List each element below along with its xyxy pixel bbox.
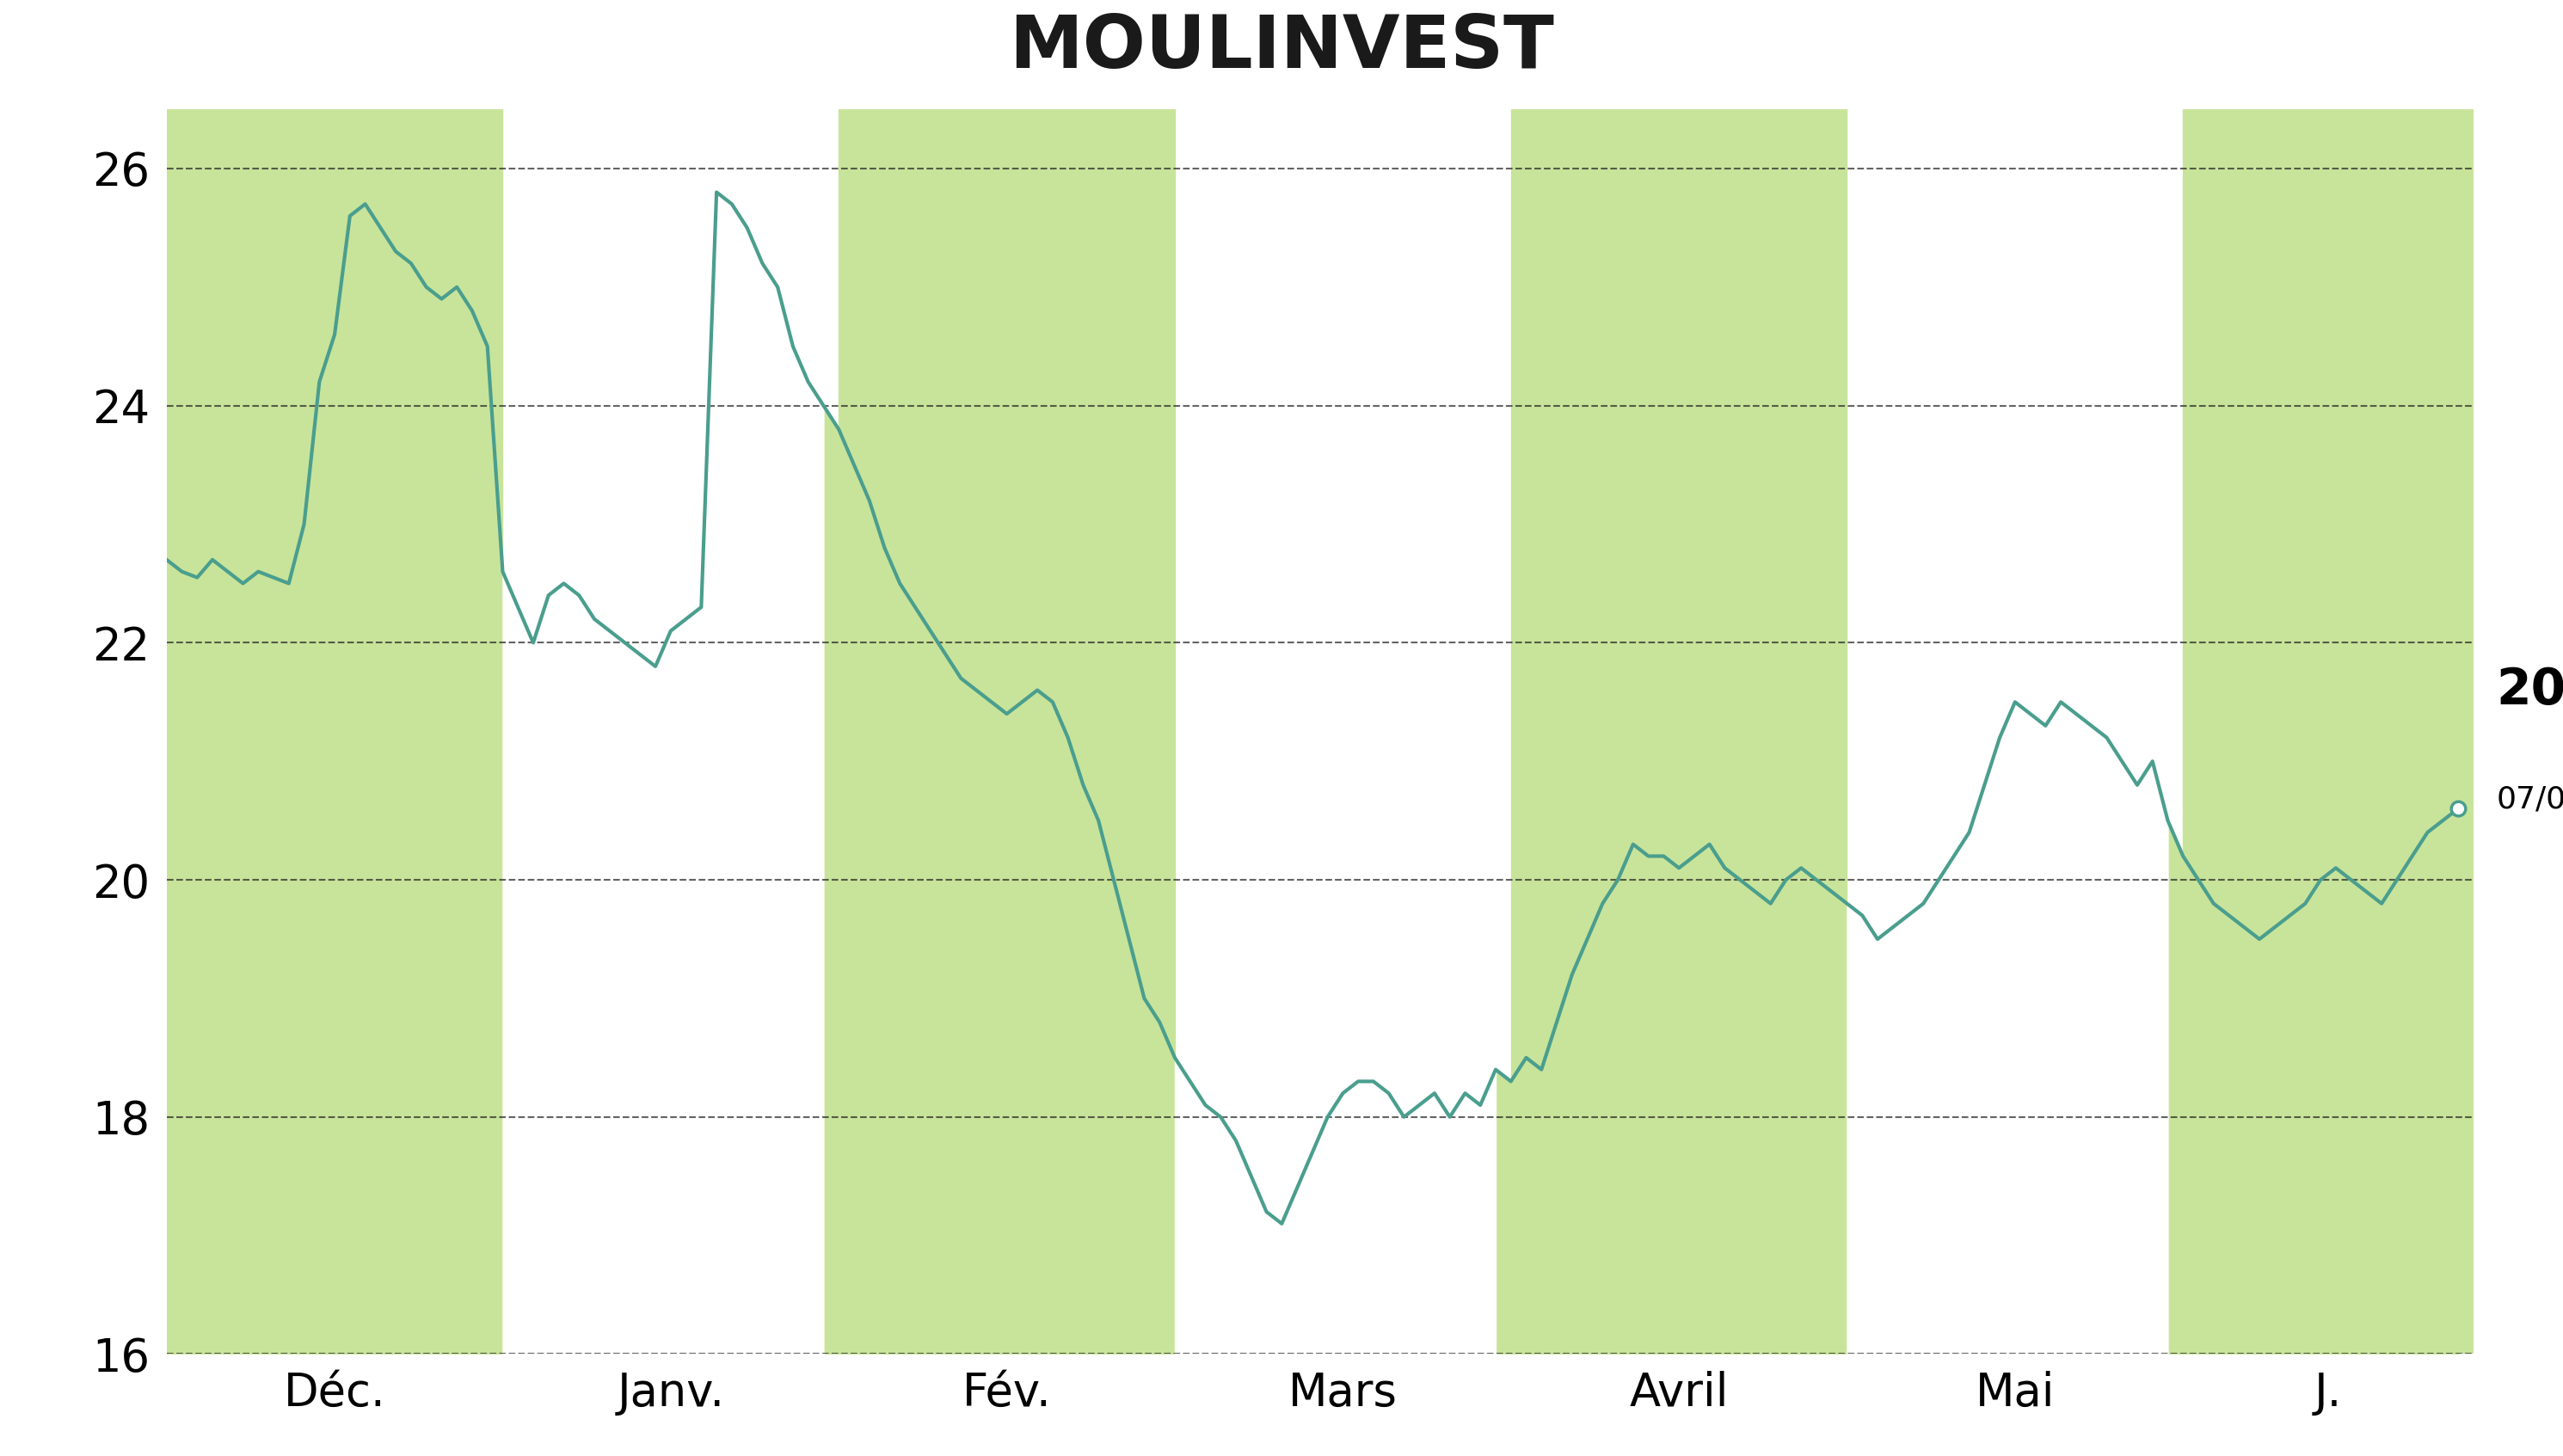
Bar xyxy=(167,109,502,1354)
Bar xyxy=(2184,109,2473,1354)
Text: 20,60: 20,60 xyxy=(2496,665,2563,715)
Text: 07/06: 07/06 xyxy=(2496,785,2563,814)
Bar xyxy=(838,109,1174,1354)
Text: MOULINVEST: MOULINVEST xyxy=(1010,12,1553,83)
Bar xyxy=(1512,109,1848,1354)
